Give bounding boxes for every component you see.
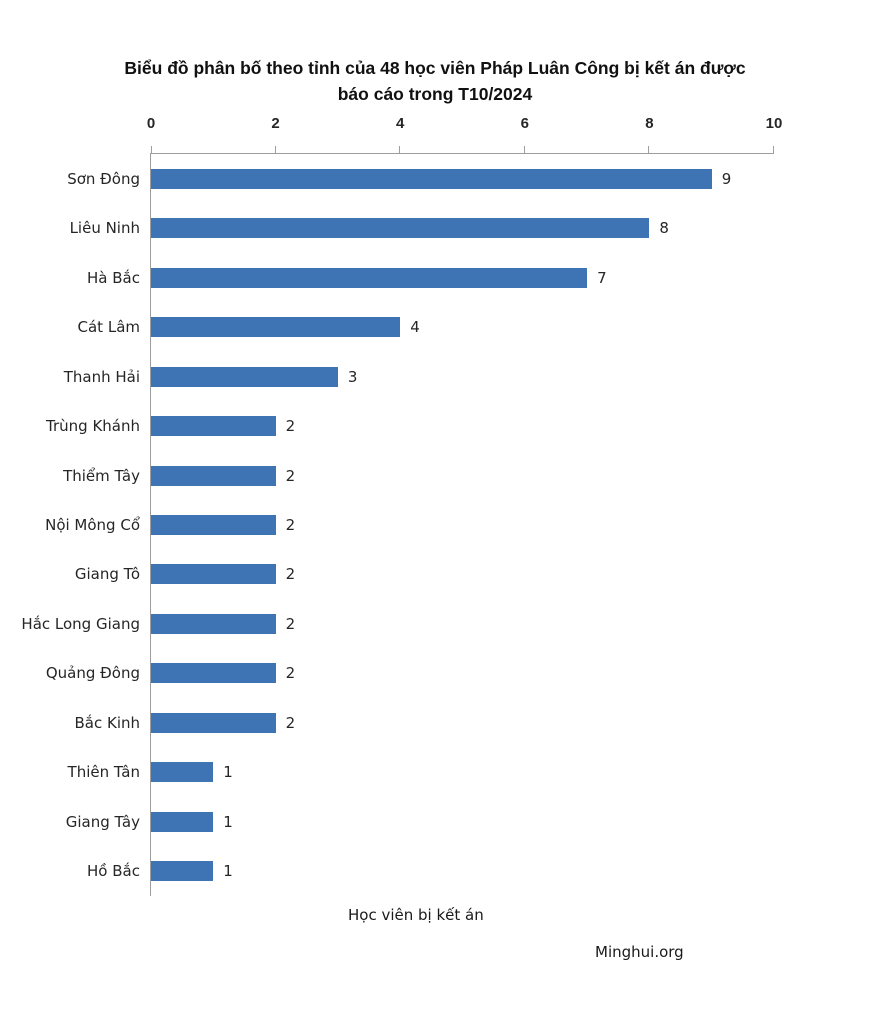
category-label: Sơn Đông [67, 169, 140, 188]
source-credit: Minghui.org [595, 943, 684, 961]
value-label: 8 [659, 219, 669, 238]
value-label: 7 [597, 268, 607, 287]
bar-row: Sơn Đông 9 [67, 154, 774, 203]
bar [151, 416, 276, 437]
category-label: Giang Tây [65, 812, 140, 831]
bar-row: Bắc Kinh 2 [74, 698, 774, 747]
x-tick-mark [648, 146, 650, 154]
value-label: 2 [285, 515, 296, 534]
bar-row: Hà Bắc 7 [87, 253, 774, 302]
category-label: Liêu Ninh [69, 219, 140, 238]
x-tick-mark [274, 146, 276, 154]
category-label: Cát Lâm [77, 318, 140, 337]
bar [151, 366, 338, 387]
value-label: 9 [721, 169, 732, 188]
chart-title-line2: báo cáo trong T10/2024 [337, 84, 533, 104]
bar-row: Trùng Khánh 2 [46, 401, 774, 450]
x-tick-mark [773, 146, 774, 154]
bar-row: Hồ Bắc 1 [87, 847, 774, 896]
value-label: 2 [285, 614, 296, 633]
category-label: Nội Mông Cổ [45, 515, 140, 534]
category-label: Quảng Đông [45, 664, 140, 683]
bar-row: Cát Lâm 4 [78, 302, 774, 351]
category-label: Thiên Tân [67, 763, 140, 782]
x-tick-mark [399, 146, 401, 154]
value-label: 2 [285, 664, 296, 683]
bar [151, 811, 214, 832]
value-label: 2 [285, 713, 296, 732]
category-label: Hà Bắc [87, 268, 140, 287]
value-label: 1 [223, 763, 233, 782]
bar [151, 465, 276, 486]
category-label: Thanh Hải [63, 367, 140, 386]
x-tick-label: 4 [396, 115, 405, 132]
bar-row: Nội Mông Cổ 2 [45, 500, 774, 549]
category-label: Trùng Khánh [46, 417, 140, 436]
x-tick-label: 6 [520, 115, 529, 132]
x-tick-mark [523, 146, 525, 154]
bar-row: Giang Tô 2 [75, 550, 774, 599]
category-label: Bắc Kinh [74, 713, 140, 732]
bar [151, 317, 401, 338]
value-label: 1 [223, 862, 233, 881]
bar [151, 762, 214, 783]
category-label: Thiểm Tây [63, 466, 140, 485]
bar [151, 712, 276, 733]
bar [151, 613, 276, 634]
value-label: 2 [285, 466, 296, 485]
bar [151, 218, 650, 239]
chart-title-line1: Biểu đồ phân bố theo tỉnh của 48 học viê… [124, 58, 746, 78]
value-label: 2 [285, 417, 296, 436]
bar-row: Thanh Hải 3 [64, 352, 774, 401]
x-tick-label: 0 [146, 115, 156, 132]
x-axis-label: Học viên bị kết án [348, 906, 484, 924]
category-label: Giang Tô [74, 565, 140, 584]
bar-row: Hắc Long Giang 2 [21, 599, 774, 648]
bar [151, 564, 276, 585]
category-label: Hồ Bắc [87, 862, 140, 881]
bar-row: Thiểm Tây 2 [63, 451, 774, 500]
bar-row: Liêu Ninh 8 [70, 203, 774, 252]
x-tick-label: 8 [645, 115, 654, 132]
bar-row: Giang Tây 1 [66, 797, 774, 846]
bar [151, 267, 588, 288]
x-tick-mark [151, 146, 152, 154]
x-tick-label: 10 [765, 115, 783, 132]
value-label: 2 [285, 565, 296, 584]
bar [151, 514, 276, 535]
chart-title: Biểu đồ phân bố theo tỉnh của 48 học viê… [0, 55, 870, 107]
value-label: 1 [223, 812, 233, 831]
plot-area: 0 2 4 6 8 10 Sơn Đông 9 Liêu Ninh 8 Hà Bắc 7 Cát Lâm… [21, 115, 782, 896]
bar [151, 663, 276, 684]
value-label: 4 [410, 318, 420, 337]
category-label: Hắc Long Giang [21, 614, 140, 633]
bar-row: Quảng Đông 2 [46, 649, 774, 698]
bar-row: Thiên Tân 1 [68, 748, 774, 797]
bar [151, 168, 712, 189]
value-label: 3 [347, 367, 358, 386]
x-tick-label: 2 [271, 115, 280, 132]
bar [151, 861, 214, 882]
